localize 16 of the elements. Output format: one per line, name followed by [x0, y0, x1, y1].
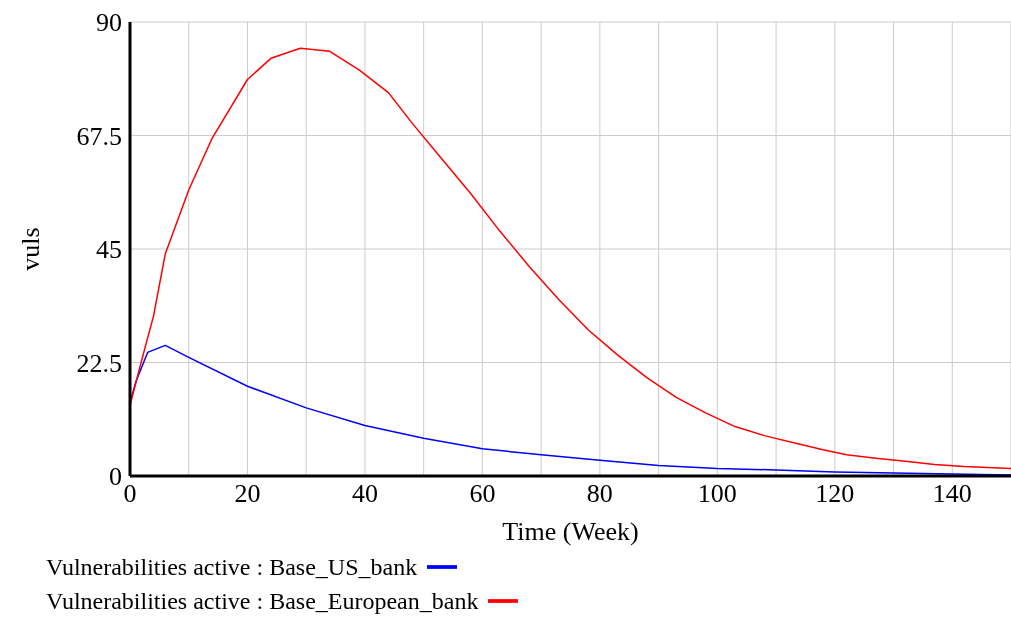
x-tick-label: 100: [697, 479, 737, 509]
x-axis-title: Time (Week): [502, 517, 639, 546]
x-tick-label: 60: [469, 479, 496, 509]
x-tick-label: 140: [932, 479, 972, 509]
x-tick-label: 120: [815, 479, 855, 509]
x-tick-label: 20: [234, 479, 261, 509]
x-tick-label: 80: [586, 479, 613, 509]
y-tick-label: 22.5: [76, 348, 122, 378]
y-tick-label: 45: [96, 235, 122, 265]
y-axis-title: vuls: [15, 227, 45, 271]
legend-label: Vulnerabilities active : Base_European_bank: [46, 587, 479, 614]
x-tick-label: 40: [351, 479, 378, 509]
line-series: [130, 47, 1011, 470]
y-tick-label: 67.5: [76, 121, 122, 151]
legend-label: Vulnerabilities active : Base_US_bank: [46, 553, 418, 580]
y-tick-label: 90: [96, 8, 122, 38]
